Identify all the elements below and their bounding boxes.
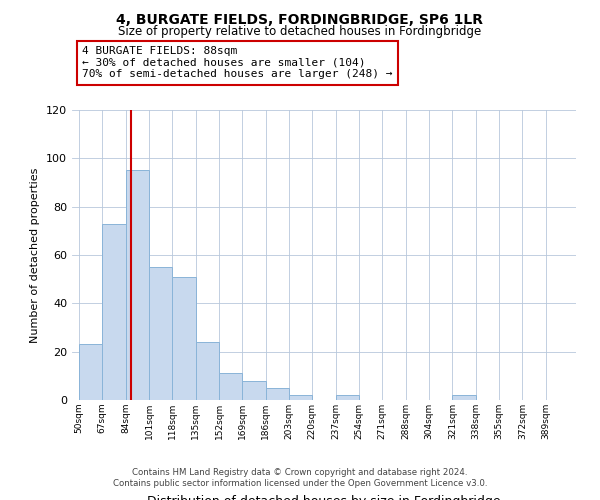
Bar: [125, 170, 149, 400]
X-axis label: Distribution of detached houses by size in Fordingbridge: Distribution of detached houses by size …: [147, 494, 501, 500]
Bar: [149, 267, 172, 400]
Bar: [335, 395, 359, 400]
Text: 4 BURGATE FIELDS: 88sqm
← 30% of detached houses are smaller (104)
70% of semi-d: 4 BURGATE FIELDS: 88sqm ← 30% of detache…: [82, 46, 392, 80]
Bar: [452, 395, 476, 400]
Bar: [242, 380, 266, 400]
Bar: [219, 374, 242, 400]
Text: Contains HM Land Registry data © Crown copyright and database right 2024.
Contai: Contains HM Land Registry data © Crown c…: [113, 468, 487, 487]
Bar: [266, 388, 289, 400]
Bar: [196, 342, 219, 400]
Bar: [79, 344, 103, 400]
Bar: [172, 277, 196, 400]
Text: Size of property relative to detached houses in Fordingbridge: Size of property relative to detached ho…: [118, 25, 482, 38]
Text: 4, BURGATE FIELDS, FORDINGBRIDGE, SP6 1LR: 4, BURGATE FIELDS, FORDINGBRIDGE, SP6 1L…: [116, 12, 484, 26]
Y-axis label: Number of detached properties: Number of detached properties: [31, 168, 40, 342]
Bar: [289, 395, 313, 400]
Bar: [103, 224, 125, 400]
